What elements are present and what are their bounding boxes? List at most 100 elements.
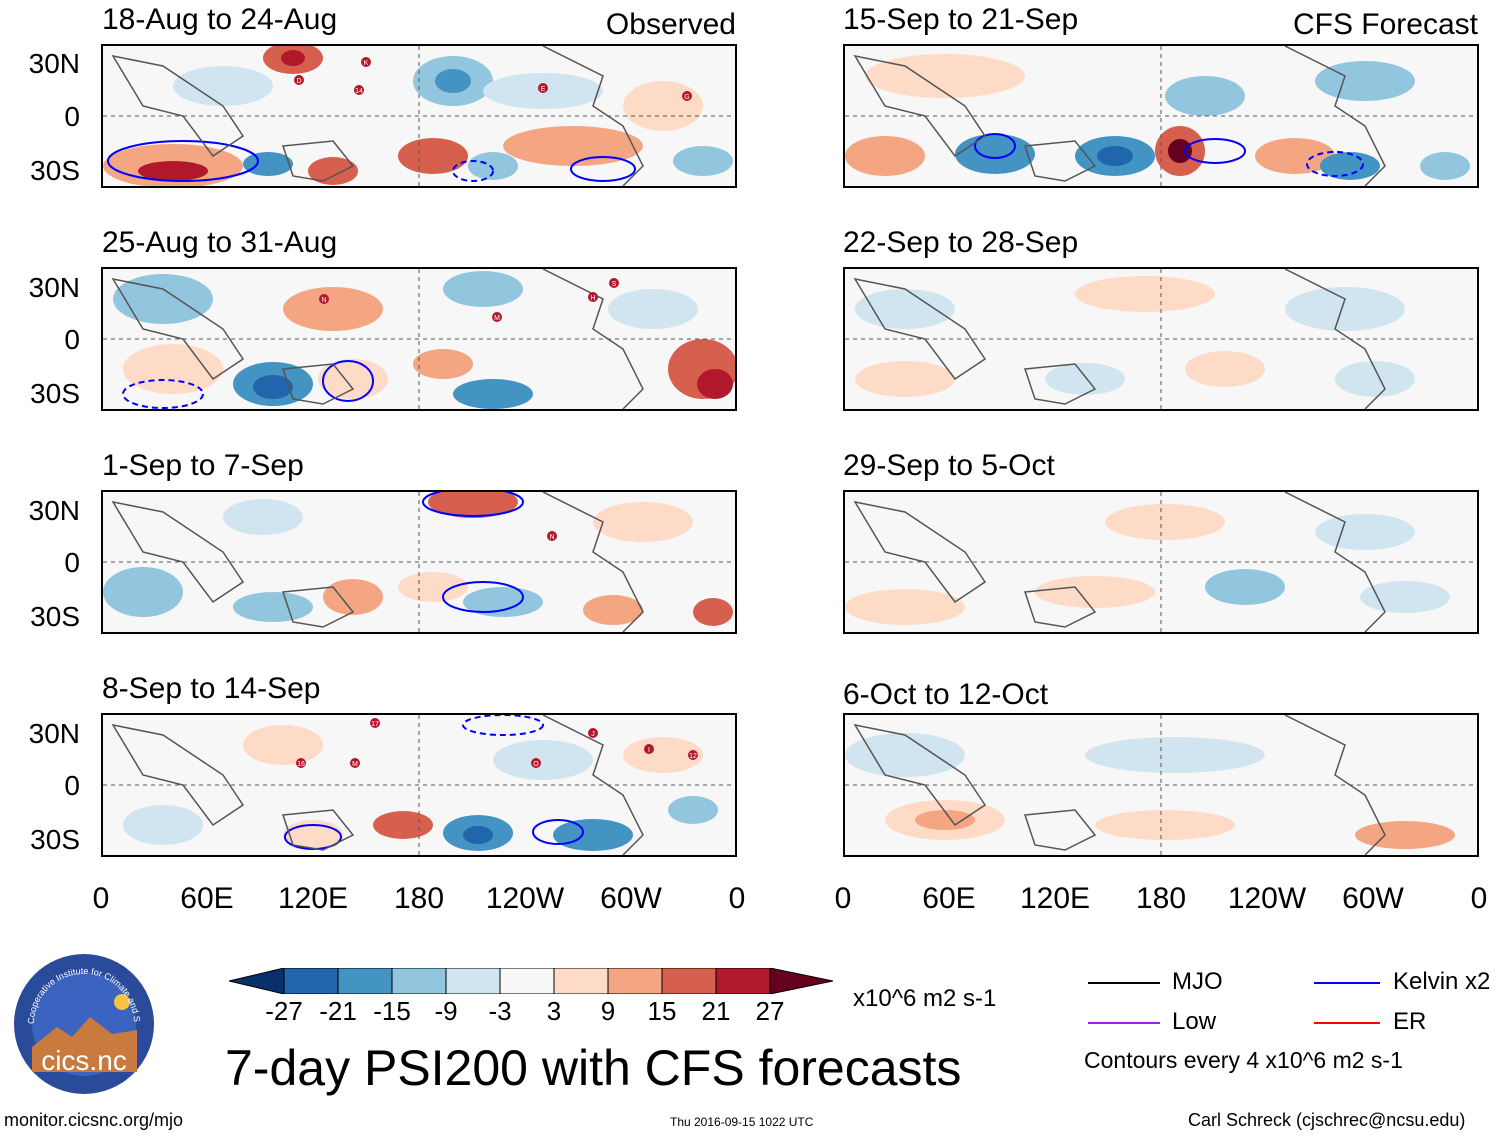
panel-title-obs-3: 1-Sep to 7-Sep: [102, 449, 304, 482]
colorbar-label: -9: [434, 996, 458, 1026]
colorbar-swatch: [715, 967, 771, 995]
lat-label-30s: 30S: [30, 155, 80, 186]
lat-label-eq: 0: [64, 101, 80, 132]
legend-label-er: ER: [1393, 1008, 1427, 1035]
colorbar-swatch: [228, 967, 285, 995]
lon-label: 120E: [1019, 882, 1091, 915]
panel-title-fcst-1: 15-Sep to 21-Sep: [843, 3, 1079, 36]
lon-label: 120W: [485, 882, 565, 915]
storm-marker: M: [492, 312, 502, 322]
lat-label-30n: 30N: [28, 718, 80, 749]
svg-text:17: 17: [371, 721, 379, 728]
storm-marker: N: [319, 294, 329, 304]
legend-label-mjo: MJO: [1172, 968, 1223, 995]
storm-marker: M: [350, 758, 360, 768]
colorbar-label: 15: [647, 996, 677, 1026]
panel-title-fcst-2: 22-Sep to 28-Sep: [843, 226, 1079, 259]
cfs-forecast-label: CFS Forecast: [1292, 8, 1478, 41]
colorbar-label: 3: [546, 996, 562, 1026]
panel-title-fcst-4: 6-Oct to 12-Oct: [843, 678, 1049, 711]
storm-marker: J: [588, 728, 598, 738]
lon-label: 0: [1470, 882, 1488, 915]
footer-timestamp: Thu 2016-09-15 1022 UTC: [670, 1115, 814, 1129]
legend-line-er: [1314, 1022, 1380, 1024]
footer-url[interactable]: monitor.cicsnc.org/mjo: [4, 1110, 184, 1130]
map-panel-obs-4: 17 16 M O J I 12: [101, 713, 737, 857]
colorbar-swatch: [391, 967, 447, 995]
legend-label-low: Low: [1172, 1008, 1217, 1035]
map-panel-obs-3: N: [101, 490, 737, 634]
lon-label: 120W: [1227, 882, 1307, 915]
storm-marker: D: [294, 75, 304, 85]
legend-line-mjo: [1088, 982, 1160, 984]
lon-label: 0: [92, 882, 110, 915]
colorbar-label: -15: [373, 996, 411, 1026]
lat-label-eq: 0: [64, 770, 80, 801]
svg-text:H: H: [590, 295, 595, 302]
colorbar-label: 9: [600, 996, 616, 1026]
colorbar-swatch: [553, 967, 609, 995]
lat-label-30n: 30N: [28, 272, 80, 303]
colorbar: [228, 967, 834, 995]
storm-marker: I: [644, 744, 654, 754]
lon-label: 180: [393, 882, 445, 915]
storm-marker: H: [588, 292, 598, 302]
svg-text:E: E: [541, 86, 546, 93]
storm-marker: 12: [688, 750, 698, 760]
lon-label: 0: [728, 882, 746, 915]
storm-marker: 16: [296, 758, 306, 768]
map-panel-fcst-3: [843, 490, 1479, 634]
lat-label-eq: 0: [64, 324, 80, 355]
svg-text:N: N: [549, 534, 554, 541]
contour-note: Contours every 4 x10^6 m2 s-1: [1084, 1047, 1403, 1073]
svg-text:S: S: [612, 281, 617, 288]
storm-marker: 14: [354, 85, 364, 95]
storm-marker: K: [361, 57, 371, 67]
map-panel-obs-2: N M H S: [101, 267, 737, 411]
panel-title-fcst-3: 29-Sep to 5-Oct: [843, 449, 1055, 482]
svg-text:12: 12: [689, 753, 697, 760]
storm-marker: G: [682, 91, 692, 101]
lat-label-30n: 30N: [28, 495, 80, 526]
colorbar-label: -21: [319, 996, 357, 1026]
legend-label-kelvin: Kelvin x2: [1393, 968, 1491, 995]
lon-label: 0: [834, 882, 852, 915]
panel-title-obs-2: 25-Aug to 31-Aug: [102, 226, 338, 259]
map-panel-fcst-1: [843, 44, 1479, 188]
svg-text:D: D: [296, 78, 301, 85]
map-panel-obs-1: K D 14 E G: [101, 44, 737, 188]
lon-label: 60E: [180, 882, 234, 915]
lon-label: 60E: [922, 882, 976, 915]
colorbar-swatch: [283, 967, 339, 995]
lat-label-30s: 30S: [30, 824, 80, 855]
colorbar-units: x10^6 m2 s-1: [853, 985, 997, 1012]
svg-text:G: G: [684, 94, 689, 101]
colorbar-swatch: [445, 967, 501, 995]
colorbar-label: 21: [701, 996, 731, 1026]
panel-title-obs-1: 18-Aug to 24-Aug: [102, 3, 338, 36]
svg-text:O: O: [533, 761, 539, 768]
colorbar-label: 27: [755, 996, 785, 1026]
storm-marker: E: [538, 83, 548, 93]
main-title: 7-day PSI200 with CFS forecasts: [225, 1040, 962, 1096]
colorbar-swatch: [661, 967, 717, 995]
panel-title-obs-4: 8-Sep to 14-Sep: [102, 672, 321, 705]
lat-label-30s: 30S: [30, 378, 80, 409]
footer-credit: Carl Schreck (cjschrec@ncsu.edu): [1188, 1110, 1466, 1130]
colorbar-swatch: [337, 967, 393, 995]
lon-label: 120E: [277, 882, 349, 915]
lat-label-30s: 30S: [30, 601, 80, 632]
map-panel-fcst-2: [843, 267, 1479, 411]
svg-text:I: I: [648, 747, 650, 754]
storm-marker: 17: [370, 718, 380, 728]
lat-label-30n: 30N: [28, 48, 80, 79]
svg-text:14: 14: [355, 88, 363, 95]
colorbar-label: -3: [488, 996, 512, 1026]
colorbar-swatch: [769, 967, 834, 995]
svg-text:M: M: [494, 315, 500, 322]
lon-label: 180: [1135, 882, 1187, 915]
legend-line-kelvin: [1314, 982, 1380, 984]
svg-text:K: K: [364, 60, 369, 67]
svg-text:N: N: [321, 297, 326, 304]
observed-label: Observed: [605, 8, 736, 41]
